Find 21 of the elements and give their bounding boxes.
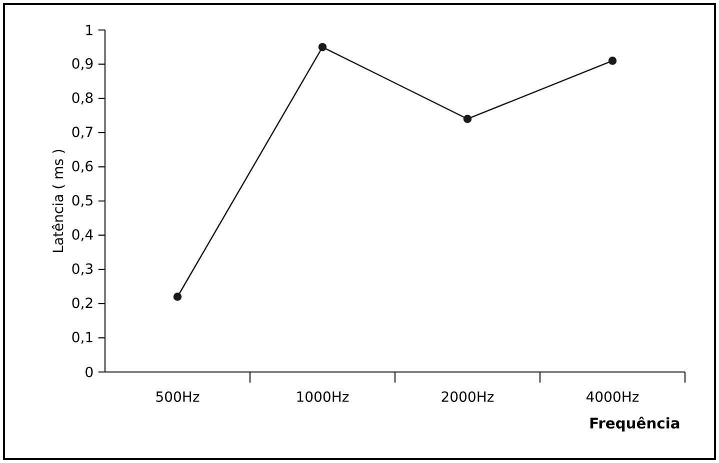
y-tick-label: 0,7 <box>72 126 92 139</box>
y-tick-label: 0 <box>86 366 93 378</box>
y-tick-label: 0,5 <box>72 194 92 207</box>
y-tick-label: 0,6 <box>72 160 93 173</box>
x-axis-title: Frequência <box>590 416 680 432</box>
point <box>173 292 182 301</box>
point <box>463 114 472 124</box>
y-tick-label: 0,8 <box>72 92 93 104</box>
x-tick-label: 500Hz <box>156 391 200 402</box>
y-tick-label: 0,1 <box>72 332 92 344</box>
point <box>608 56 617 65</box>
y-tick-label: 1 <box>86 24 92 36</box>
y-tick-label: 0,2 <box>72 298 92 310</box>
point <box>318 42 327 52</box>
y-tick-label: 0,4 <box>72 229 93 242</box>
y-axis-title: Latência ( ms ) <box>52 150 65 252</box>
y-tick-label: 0,3 <box>72 263 92 276</box>
x-tick-label: 2000Hz <box>442 391 494 402</box>
x-tick-label: 4000Hz <box>586 391 639 402</box>
x-tick-label: 1000Hz <box>297 391 349 402</box>
y-tick-label: 0,9 <box>72 58 93 70</box>
